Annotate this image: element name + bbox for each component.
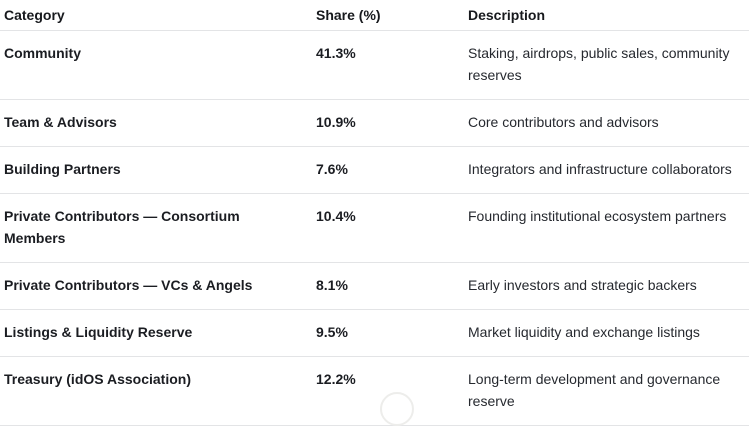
description-cell: Market liquidity and exchange listings xyxy=(464,309,749,357)
category-cell: Private Contributors — Consortium Member… xyxy=(0,193,312,263)
share-cell: 10.9% xyxy=(312,99,464,147)
description-cell: Early investors and strategic backers xyxy=(464,262,749,310)
share-cell: 10.4% xyxy=(312,193,464,263)
share-cell: 41.3% xyxy=(312,30,464,100)
category-cell: Team & Advisors xyxy=(0,99,312,147)
table-header-row: Category Share (%) Description xyxy=(0,0,749,31)
column-header-description: Description xyxy=(464,0,749,31)
table-row: Team & Advisors 10.9% Core contributors … xyxy=(0,99,749,147)
category-cell: Building Partners xyxy=(0,146,312,194)
category-cell: Community xyxy=(0,30,312,100)
description-cell: Integrators and infrastructure collabora… xyxy=(464,146,749,194)
table-row: Community 41.3% Staking, airdrops, publi… xyxy=(0,30,749,100)
table-row: Private Contributors — Consortium Member… xyxy=(0,193,749,263)
share-cell: 8.1% xyxy=(312,262,464,310)
column-header-category: Category xyxy=(0,0,312,31)
description-cell: Staking, airdrops, public sales, communi… xyxy=(464,30,749,100)
column-header-share: Share (%) xyxy=(312,0,464,31)
description-cell: Long-term development and governance res… xyxy=(464,356,749,426)
description-cell: Founding institutional ecosystem partner… xyxy=(464,193,749,263)
table-body: Community 41.3% Staking, airdrops, publi… xyxy=(0,30,749,426)
category-cell: Treasury (idOS Association) xyxy=(0,356,312,426)
bottom-floating-circle-button[interactable] xyxy=(380,392,414,426)
table-row: Building Partners 7.6% Integrators and i… xyxy=(0,146,749,194)
share-cell: 7.6% xyxy=(312,146,464,194)
category-cell: Listings & Liquidity Reserve xyxy=(0,309,312,357)
table-row: Treasury (idOS Association) 12.2% Long-t… xyxy=(0,356,749,426)
table-row: Listings & Liquidity Reserve 9.5% Market… xyxy=(0,309,749,357)
description-cell: Core contributors and advisors xyxy=(464,99,749,147)
category-cell: Private Contributors — VCs & Angels xyxy=(0,262,312,310)
table-row: Private Contributors — VCs & Angels 8.1%… xyxy=(0,262,749,310)
share-cell: 9.5% xyxy=(312,309,464,357)
